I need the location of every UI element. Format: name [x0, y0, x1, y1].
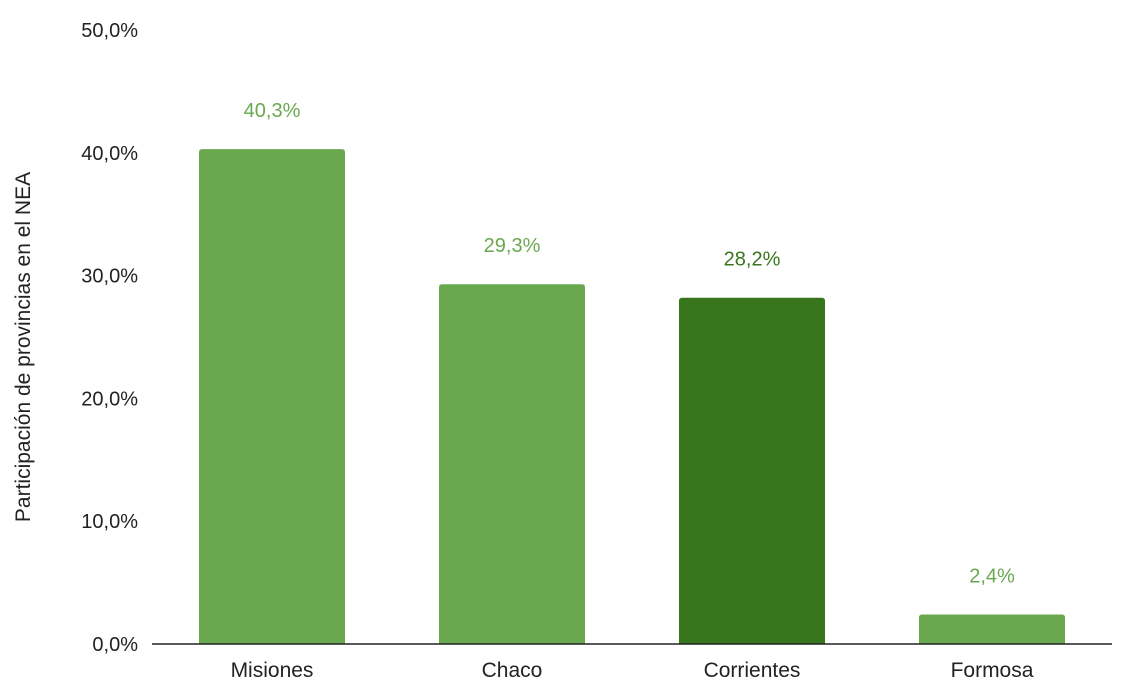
y-tick-label: 10,0%	[81, 511, 138, 533]
x-tick-label: Formosa	[951, 659, 1034, 682]
x-tick-label: Corrientes	[704, 659, 801, 682]
y-axis-ticks: 0,0% 10,0% 20,0% 30,0% 40,0% 50,0%	[81, 20, 138, 656]
data-label-formosa: 2,4%	[969, 566, 1015, 588]
data-labels: 40,3% 29,3% 28,2% 2,4%	[244, 100, 1015, 587]
y-tick-label: 20,0%	[81, 388, 138, 410]
bars	[199, 149, 1065, 644]
y-tick-label: 0,0%	[92, 634, 138, 656]
data-label-chaco: 29,3%	[484, 235, 541, 257]
bar-formosa	[919, 614, 1065, 644]
bar-chaco	[439, 284, 585, 644]
y-axis-title: Participación de provincias en el NEA	[12, 172, 35, 522]
data-label-corrientes: 28,2%	[724, 249, 781, 271]
bar-corrientes	[679, 297, 825, 644]
bar-misiones	[199, 149, 345, 644]
x-tick-label: Chaco	[482, 659, 543, 682]
x-tick-label: Misiones	[231, 659, 314, 682]
data-label-misiones: 40,3%	[244, 100, 301, 122]
y-tick-label: 30,0%	[81, 266, 138, 288]
x-axis-labels: Misiones Chaco Corrientes Formosa	[231, 659, 1034, 682]
y-tick-label: 40,0%	[81, 143, 138, 165]
y-tick-label: 50,0%	[81, 20, 138, 42]
